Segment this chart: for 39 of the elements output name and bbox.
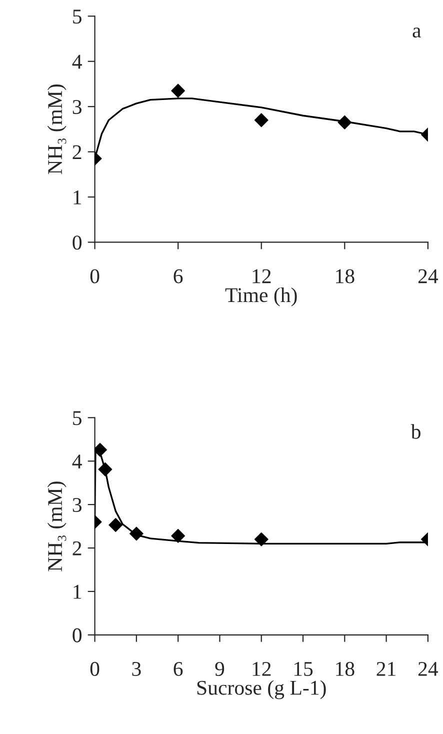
y-tick-label: 2	[72, 541, 82, 556]
point	[254, 113, 268, 128]
y-tick-label: 1	[74, 190, 82, 204]
x-tick-label: 0	[90, 269, 100, 284]
point	[171, 528, 186, 543]
y-tick-label: 4	[72, 454, 82, 468]
x-tick-label: 6	[174, 269, 183, 284]
x-tick-label: 3	[132, 662, 141, 676]
x-tick-label: 9	[215, 662, 224, 676]
annotation: a	[412, 28, 421, 38]
y-tick-label: 0	[72, 236, 82, 250]
x-tick-label: 15	[294, 662, 313, 676]
point	[254, 532, 268, 546]
y-tick-label: 5	[73, 411, 82, 426]
point	[98, 462, 112, 476]
y-axis-title: NH₃ (mM)	[47, 482, 66, 572]
x-tick-label: 24	[418, 269, 438, 284]
x-axis-title: Sucrose (g L-1)	[197, 680, 326, 700]
y-tick-label: 2	[72, 145, 82, 160]
x-axis-title: Time (h)	[225, 288, 297, 306]
y-tick-label: 0	[72, 628, 82, 642]
x-tick-label: 0	[90, 662, 100, 676]
y-tick-label: 3	[72, 498, 82, 512]
x-tick-label: 18	[336, 269, 354, 284]
y-tick-label: 1	[74, 584, 82, 599]
annotation: b	[410, 424, 420, 439]
y-tick-label: 3	[72, 100, 82, 114]
y-axis-title: NH₃ (mM)	[47, 84, 66, 174]
point	[108, 518, 123, 532]
x-tick-label: 24	[418, 662, 438, 676]
x-tick-label: 18	[336, 662, 354, 676]
point	[129, 526, 144, 541]
x-tick-label: 12	[252, 662, 271, 676]
y-tick-label: 4	[72, 54, 82, 69]
point	[171, 84, 186, 98]
y-tick-label: 5	[73, 10, 82, 24]
x-tick-label: 12	[252, 269, 271, 284]
x-tick-label: 21	[376, 662, 396, 676]
x-tick-label: 6	[174, 662, 183, 676]
